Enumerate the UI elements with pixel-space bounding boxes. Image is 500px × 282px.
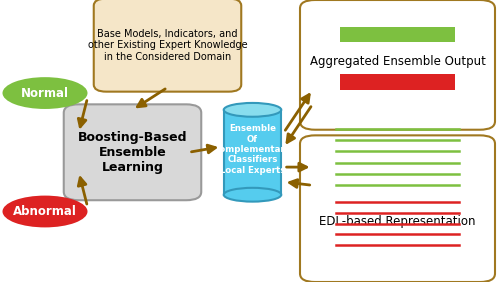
Ellipse shape	[224, 103, 281, 117]
Text: Ensemble
Of
Complementary
Classifiers
(Local Experts): Ensemble Of Complementary Classifiers (L…	[214, 124, 291, 175]
Text: Normal: Normal	[21, 87, 69, 100]
Bar	[340, 27, 455, 42]
Ellipse shape	[2, 77, 87, 109]
Bar	[224, 110, 281, 195]
FancyBboxPatch shape	[300, 0, 495, 130]
Text: Boosting-Based
Ensemble
Learning: Boosting-Based Ensemble Learning	[78, 131, 187, 174]
Ellipse shape	[2, 196, 87, 227]
Ellipse shape	[224, 188, 281, 202]
Text: Base Models, Indicators, and
other Existing Expert Knowledge
in the Considered D: Base Models, Indicators, and other Exist…	[88, 28, 248, 62]
FancyBboxPatch shape	[300, 135, 495, 282]
Text: Aggregated Ensemble Output: Aggregated Ensemble Output	[310, 55, 486, 68]
FancyBboxPatch shape	[94, 0, 242, 92]
Text: Abnormal: Abnormal	[13, 205, 77, 218]
Bar	[340, 74, 455, 90]
Text: EDL-based Representation: EDL-based Representation	[320, 215, 476, 228]
FancyBboxPatch shape	[64, 104, 202, 200]
